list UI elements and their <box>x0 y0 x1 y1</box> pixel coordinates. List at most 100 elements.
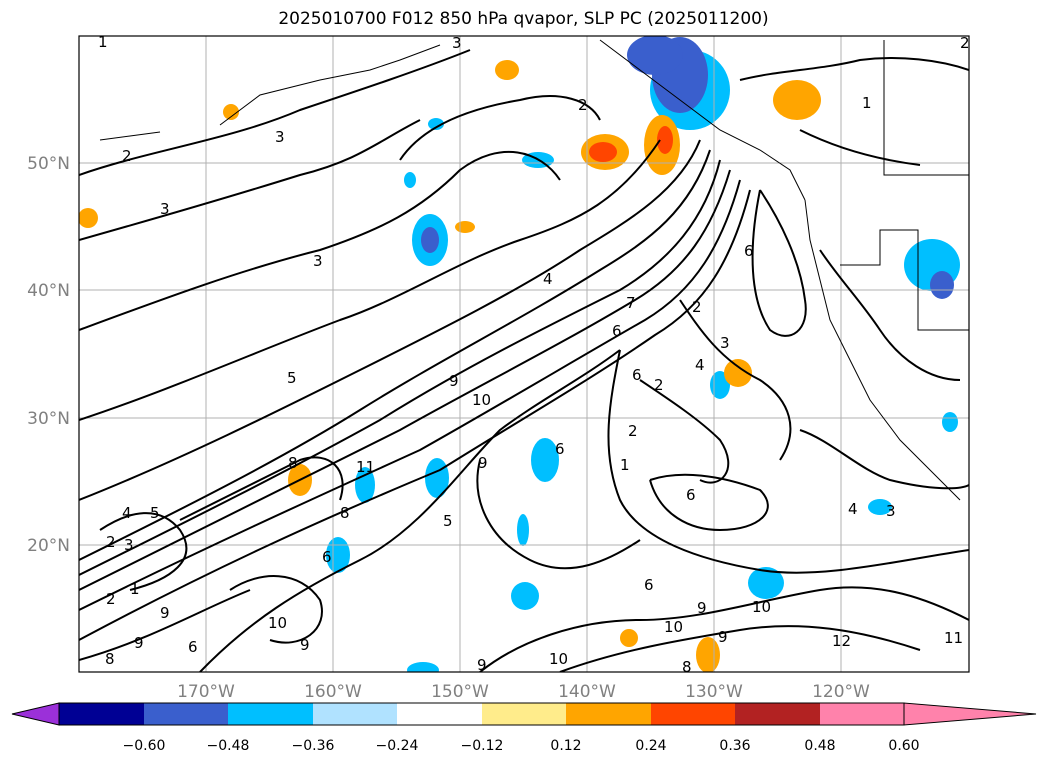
colorbar-segment <box>735 703 820 725</box>
anomaly-blob <box>223 104 239 120</box>
lon-label: 170°W <box>177 682 235 702</box>
contour-label: 2 <box>578 96 588 114</box>
contour-label: 11 <box>944 629 963 647</box>
contour-label: 5 <box>150 504 160 522</box>
contour-label: 2 <box>628 422 638 440</box>
contour-label: 3 <box>452 34 462 52</box>
contour-label: 5 <box>443 512 453 530</box>
contour-label: 9 <box>478 454 488 472</box>
contour-label: 8 <box>682 658 692 676</box>
contour-label: 3 <box>275 128 285 146</box>
contour-label: 6 <box>555 440 565 458</box>
lon-label: 150°W <box>431 682 489 702</box>
anomaly-blob <box>748 567 784 599</box>
contour-label: 9 <box>160 604 170 622</box>
colorbar-segment <box>313 703 397 725</box>
contour-label: 11 <box>356 458 375 476</box>
contour-label: 8 <box>288 454 298 472</box>
contour-label: 4 <box>848 500 858 518</box>
anomaly-blob <box>942 412 958 432</box>
colorbar-segment <box>144 703 228 725</box>
longitude-labels: 170°W 160°W 150°W 140°W 130°W 120°W <box>177 682 870 702</box>
contour-label: 2 <box>692 298 702 316</box>
contour-label: 9 <box>718 628 728 646</box>
contour-label: 2 <box>654 376 664 394</box>
lat-label: 20°N <box>27 536 70 556</box>
contour-label: 3 <box>720 334 730 352</box>
contour-label: 10 <box>752 598 771 616</box>
contour-label: 3 <box>886 502 896 520</box>
colorbar-right-extension <box>903 702 1037 726</box>
contour-label: 1 <box>862 94 872 112</box>
anomaly-blob <box>455 221 475 233</box>
anomaly-blob <box>404 172 416 188</box>
contour-label: 10 <box>549 650 568 668</box>
coastlines <box>99 39 969 501</box>
anomaly-blob <box>511 582 539 610</box>
anomaly-blob <box>326 537 350 573</box>
anomaly-blob <box>355 467 375 503</box>
colorbar-tick-label: 0.60 <box>888 738 919 754</box>
contour-label: 1 <box>130 580 140 598</box>
contour-label: 6 <box>322 548 332 566</box>
colorbar-tick-label: 0.48 <box>804 738 835 754</box>
contour-label: 6 <box>632 366 642 384</box>
contour-label: 1 <box>98 33 108 51</box>
contour-label: 8 <box>340 504 350 522</box>
colorbar-tick-label: 0.12 <box>550 738 581 754</box>
colorbar-outline <box>58 702 905 726</box>
anomaly-blob <box>495 60 519 80</box>
contour-label: 10 <box>472 391 491 409</box>
colorbar-tick-label: 0.24 <box>635 738 666 754</box>
contour-label: 4 <box>543 270 553 288</box>
map-frame <box>78 35 970 673</box>
contour-label: 10 <box>268 614 287 632</box>
colorbar-segment <box>397 703 482 725</box>
contour-label: 5 <box>287 369 297 387</box>
contour-label: 4 <box>122 504 132 522</box>
contour-label: 9 <box>134 634 144 652</box>
colorbar: −0.60 −0.48 −0.36 −0.24 −0.12 0.12 0.24 … <box>11 702 1037 754</box>
shaded-anomalies <box>79 36 960 672</box>
colorbar-tick-label: −0.60 <box>123 738 166 754</box>
contour-label: 12 <box>832 632 851 650</box>
anomaly-blob <box>773 80 821 120</box>
lon-label: 160°W <box>304 682 362 702</box>
colorbar-segment <box>820 703 904 725</box>
lat-label: 40°N <box>27 281 70 301</box>
colorbar-tick-label: −0.24 <box>376 738 419 754</box>
contour-label: 3 <box>124 536 134 554</box>
lat-label: 30°N <box>27 409 70 429</box>
contour-label: 6 <box>188 638 198 656</box>
contour-label: 2 <box>106 533 116 551</box>
colorbar-tick-label: 0.36 <box>719 738 750 754</box>
anomaly-blob <box>517 514 529 546</box>
anomaly-blob <box>627 36 683 75</box>
colorbar-segment <box>482 703 566 725</box>
anomaly-blob <box>428 118 444 130</box>
colorbar-tick-label: −0.12 <box>461 738 504 754</box>
anomaly-blob <box>589 142 617 162</box>
contour-label: 4 <box>695 356 705 374</box>
contour-label: 2 <box>106 590 116 608</box>
colorbar-segment <box>651 703 735 725</box>
contour-label: 6 <box>744 242 754 260</box>
contour-label: 2 <box>960 34 970 52</box>
anomaly-blob <box>930 271 954 299</box>
contour-labels: 1 2 3 3 3 3 2 1 2 4 5 9 10 7 6 6 2 4 3 6… <box>98 33 970 676</box>
colorbar-tick-label: −0.36 <box>292 738 335 754</box>
lon-label: 130°W <box>685 682 743 702</box>
contour-label: 6 <box>686 486 696 504</box>
contour-label: 6 <box>644 576 654 594</box>
colorbar-segment <box>566 703 651 725</box>
colorbar-segment <box>228 703 313 725</box>
latitude-labels: 50°N 40°N 30°N 20°N <box>27 154 70 556</box>
lon-label: 140°W <box>558 682 616 702</box>
lat-label: 50°N <box>27 154 70 174</box>
colorbar-left-extension <box>11 702 60 726</box>
contour-label: 3 <box>160 200 170 218</box>
contour-label: 8 <box>105 650 115 668</box>
anomaly-blob <box>531 438 559 482</box>
anomaly-blob <box>79 208 98 228</box>
